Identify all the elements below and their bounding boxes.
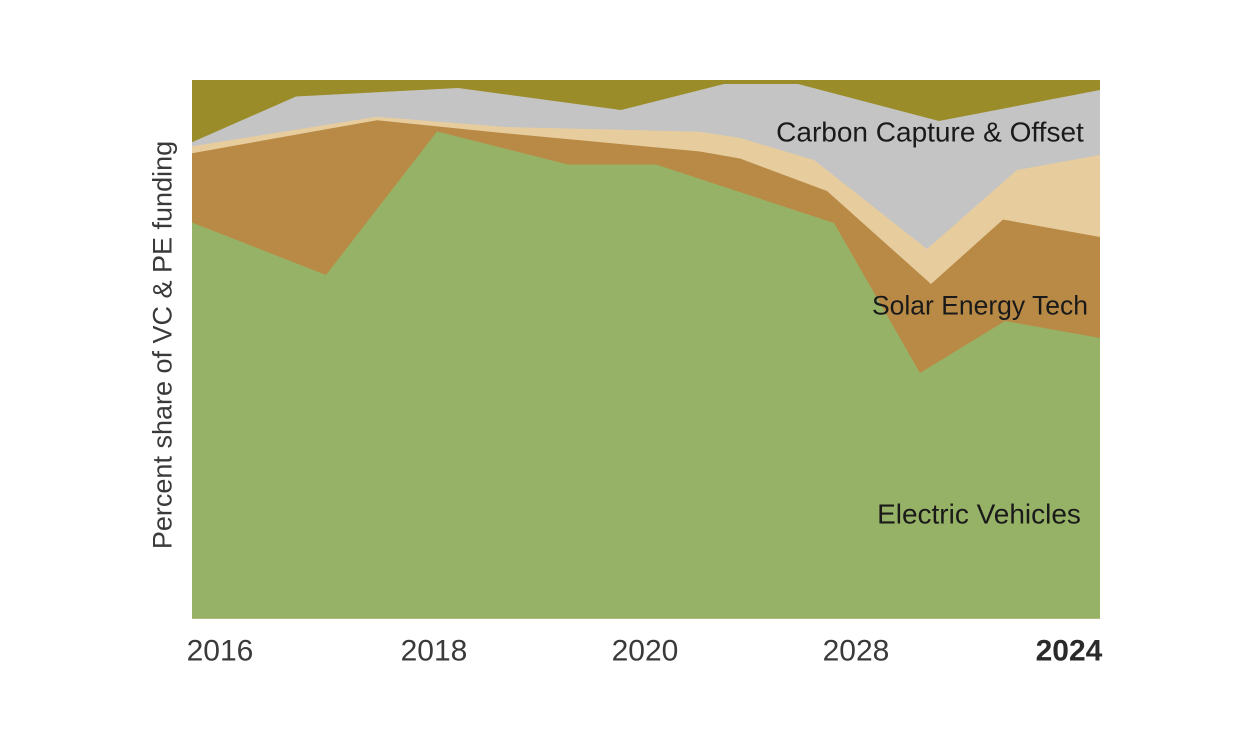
svg-text:2024: 2024	[1036, 635, 1103, 668]
svg-text:2016: 2016	[187, 635, 254, 668]
svg-text:Solar Energy Tech: Solar Energy Tech	[872, 290, 1088, 320]
svg-text:Carbon Capture & Offset: Carbon Capture & Offset	[776, 117, 1084, 148]
svg-text:2020: 2020	[612, 635, 679, 668]
svg-text:Percent share of VC & PE fundi: Percent share of VC & PE funding	[148, 141, 178, 549]
svg-text:2028: 2028	[823, 635, 890, 668]
svg-text:2018: 2018	[401, 635, 468, 668]
svg-text:Electric Vehicles: Electric Vehicles	[877, 499, 1081, 530]
